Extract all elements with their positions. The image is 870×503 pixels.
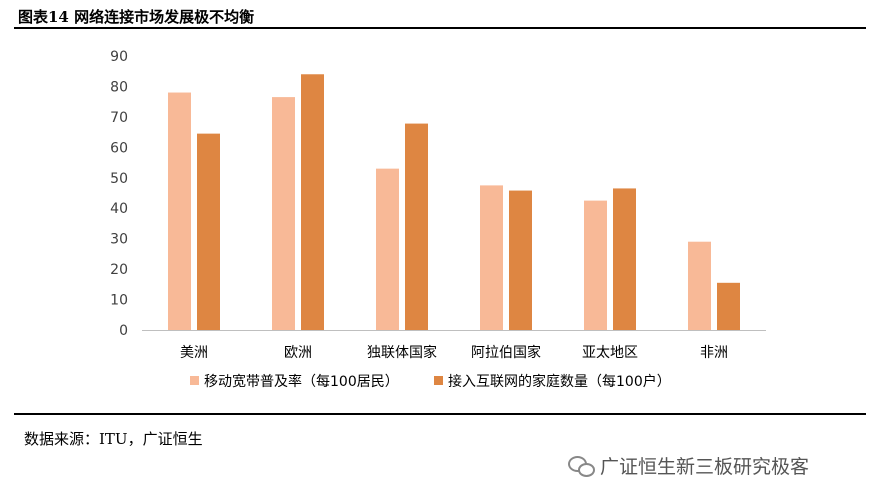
y-tick-label: 60 [110, 140, 128, 156]
bar [197, 133, 220, 330]
x-category-label: 阿拉伯国家 [471, 344, 541, 361]
figure-title: 图表14 网络连接市场发展极不均衡 [18, 8, 255, 26]
y-tick-label: 30 [110, 232, 128, 248]
bar [688, 241, 711, 330]
source-note: 数据来源：ITU，广证恒生 [24, 430, 203, 448]
bottom-rule [14, 413, 866, 415]
bar-chart: 0 10 20 30 40 50 60 70 80 90 美洲 欧洲 独联体国家 阿拉伯国家 亚太地区 非洲移… [110, 49, 766, 390]
x-category-label: 美洲 [180, 345, 208, 361]
x-category-label: 非洲 [700, 345, 728, 361]
x-category-label: 亚太地区 [582, 345, 638, 361]
y-tick-label: 10 [110, 293, 128, 309]
bar [584, 200, 607, 330]
x-category-label: 欧洲 [284, 345, 312, 361]
bar [613, 188, 636, 330]
y-tick-label: 0 [119, 323, 128, 339]
y-tick-label: 80 [110, 79, 128, 95]
legend-label: 接入互联网的家庭数量（每100户） [448, 373, 671, 390]
y-tick-label: 20 [110, 262, 128, 278]
legend-label: 移动宽带普及率（每100居民） [204, 373, 399, 390]
top-rule [14, 27, 866, 29]
bar [480, 185, 503, 330]
watermark-text: 广证恒生新三板研究极客 [600, 456, 810, 478]
legend-swatch [434, 376, 443, 385]
y-tick-label: 50 [110, 171, 128, 187]
y-tick-label: 70 [110, 110, 128, 126]
bar [405, 123, 428, 330]
wechat-icon [568, 455, 595, 477]
y-tick-label: 90 [110, 49, 128, 65]
watermark: 广证恒生新三板研究极客 [568, 452, 809, 479]
bar [376, 168, 399, 330]
x-category-label: 独联体国家 [367, 344, 437, 361]
bar [717, 282, 740, 330]
y-tick-label: 40 [110, 201, 128, 217]
legend-swatch [190, 376, 199, 385]
bar [509, 190, 532, 330]
bar [272, 97, 295, 330]
bar [301, 74, 324, 331]
bar [168, 92, 191, 331]
